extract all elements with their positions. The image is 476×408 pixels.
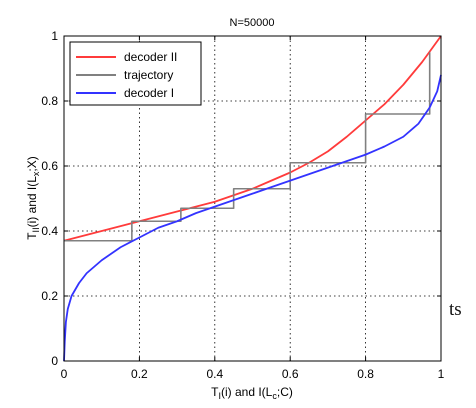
series-line-decoder-i bbox=[63, 74, 442, 362]
y-tick-label: 0.2 bbox=[41, 289, 58, 303]
y-tick-label: 0.4 bbox=[41, 224, 58, 238]
legend-label-decoder-i: decoder I bbox=[124, 86, 174, 100]
series-layer bbox=[63, 35, 442, 362]
legend-label-decoder-ii: decoder II bbox=[124, 50, 177, 64]
x-tick-label: 0.4 bbox=[206, 367, 223, 381]
y-axis-label: TII(i) and I(Lx;X) bbox=[25, 156, 41, 240]
chart-title: N=50000 bbox=[230, 17, 275, 29]
grid bbox=[64, 36, 441, 361]
x-axis-label: TI(i) and I(Lc;C) bbox=[211, 385, 293, 401]
x-tick-label: 0.2 bbox=[131, 367, 148, 381]
legend: decoder II trajectory decoder I bbox=[69, 41, 202, 106]
y-tick-label: 0.8 bbox=[41, 94, 58, 108]
legend-box bbox=[69, 41, 202, 106]
x-tick-label: 0.8 bbox=[357, 367, 374, 381]
axes-ticks: 0 0.2 0.4 0.6 0.8 1 0 0.2 0.4 0.6 0.8 1 bbox=[41, 29, 444, 381]
y-tick-label: 1 bbox=[51, 29, 58, 43]
x-tick-label: 1 bbox=[438, 367, 445, 381]
series-line-trajectory bbox=[64, 52, 431, 242]
x-tick-label: 0.6 bbox=[282, 367, 299, 381]
y-tick-label: 0.6 bbox=[41, 159, 58, 173]
x-tick-label: 0 bbox=[61, 367, 68, 381]
legend-label-trajectory: trajectory bbox=[124, 68, 173, 82]
y-tick-label: 0 bbox=[51, 354, 58, 368]
cropped-text-fragment: ts bbox=[449, 299, 462, 320]
plot-frame bbox=[63, 35, 442, 362]
